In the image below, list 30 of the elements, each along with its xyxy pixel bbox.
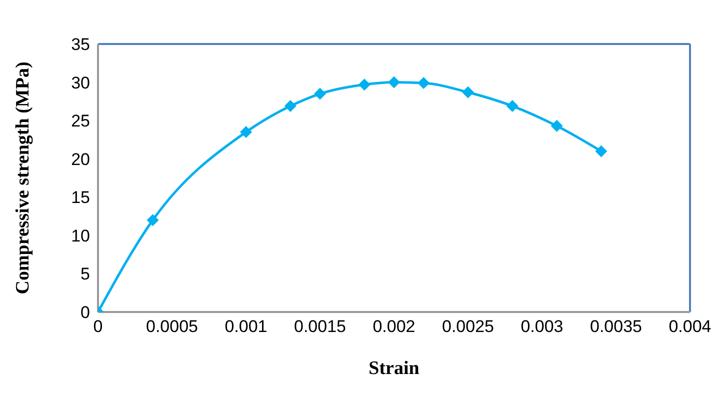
point [314,88,326,100]
point [146,214,159,226]
y-tick-label: 25 [71,112,90,131]
y-tick-label: 0 [80,303,90,322]
x-axis-title: Strain [368,358,420,379]
y-tick-label: 10 [71,226,90,246]
y-tick-label: 5 [80,264,90,284]
x-tick-label: 0.0035 [590,317,642,336]
x-tick-label: 0.004 [668,317,712,336]
point [240,126,252,138]
y-tick-label: 15 [71,188,90,208]
point [284,100,296,112]
point [358,78,370,91]
y-tick-label: 30 [71,73,90,92]
x-tick-label: 0.003 [520,317,564,336]
point [550,120,563,132]
point [506,100,518,112]
point [388,76,400,88]
x-tick-label: 0.002 [372,317,416,336]
x-tick-label: 0.0005 [146,317,198,336]
point [418,77,430,90]
x-tick-label: 0.001 [224,317,268,336]
y-tick-label: 35 [71,35,90,54]
point [462,86,474,98]
x-tick-label: 0.0025 [442,317,494,336]
x-tick-label: 0.0015 [294,317,346,336]
y-axis-title: Compressive strength (MPa) [12,62,34,294]
point [595,145,608,158]
x-tick-label: 0 [93,317,103,336]
y-tick-label: 20 [71,150,90,169]
